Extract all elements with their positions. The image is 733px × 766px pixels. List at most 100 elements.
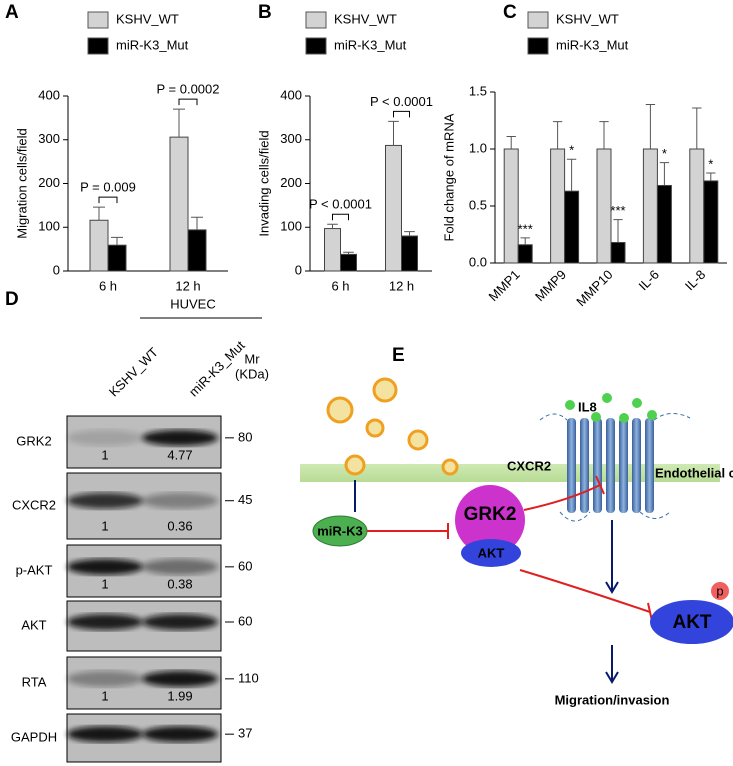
error-bar — [93, 206, 105, 221]
bar — [517, 244, 533, 264]
significance-label: * — [569, 143, 574, 158]
phospho-node — [711, 582, 729, 600]
bar — [324, 228, 341, 272]
inhibit-arrow — [519, 569, 653, 622]
y-tick-label: 400 — [280, 87, 302, 102]
band — [142, 726, 218, 743]
error-bar — [645, 104, 656, 149]
bar — [689, 148, 705, 264]
bar — [550, 148, 566, 264]
phospho-label: p — [716, 583, 723, 598]
significance-label: *** — [610, 203, 625, 218]
significance-label: *** — [518, 221, 533, 236]
outcome-label: Migration/invasion — [555, 692, 670, 707]
x-tick-label: MMP9 — [532, 267, 569, 304]
mr-header: (KDa) — [235, 366, 269, 381]
legend-label: miR-K3_Mut — [556, 37, 629, 52]
y-axis-label: Invading cells/field — [256, 130, 271, 236]
error-bar — [566, 158, 577, 192]
quantification: 4.77 — [167, 447, 192, 462]
arrow — [605, 520, 619, 594]
bar — [596, 148, 612, 264]
legend-label: miR-K3_Mut — [334, 37, 407, 52]
ligand-label: IL8 — [578, 399, 597, 414]
bar — [503, 148, 519, 264]
y-tick-label: 0 — [53, 262, 60, 277]
y-axis-label: Migration cells/field — [14, 128, 29, 239]
bar — [187, 229, 207, 272]
error-bar — [552, 121, 563, 149]
ligands — [565, 393, 657, 423]
y-tick-label: 100 — [38, 219, 60, 234]
bracket — [393, 110, 410, 118]
y-tick-label: 300 — [280, 131, 302, 146]
band — [67, 429, 143, 446]
bar — [107, 244, 127, 272]
virions — [326, 377, 459, 476]
bar — [610, 241, 626, 264]
y-tick-label: 100 — [280, 219, 302, 234]
x-tick-label: 6 h — [331, 278, 349, 293]
bar — [401, 235, 418, 272]
akt-label: AKT — [672, 612, 711, 633]
group-label: HUVEC — [170, 296, 216, 311]
y-tick-label: 1.0 — [469, 140, 487, 155]
band — [67, 614, 143, 630]
panel-label: D — [5, 289, 19, 310]
legend-swatch — [87, 37, 109, 55]
legend-swatch — [527, 37, 549, 55]
y-tick-label: 300 — [38, 131, 60, 146]
bracket — [332, 213, 349, 221]
error-bar — [343, 251, 354, 255]
akt-complex — [461, 539, 521, 567]
x-tick-label: MMP10 — [573, 267, 615, 309]
y-tick-label: 0.0 — [469, 254, 487, 269]
legend-label: KSHV_WT — [116, 11, 179, 26]
panel-label: A — [5, 2, 19, 23]
quantification: 1 — [101, 447, 108, 462]
protein-label: p-AKT — [16, 562, 53, 577]
legend-label: KSHV_WT — [334, 11, 397, 26]
mr-label: 45 — [238, 492, 252, 507]
p-value: P = 0.0002 — [156, 82, 219, 97]
error-bar — [706, 172, 716, 181]
p-value: P < 0.0001 — [309, 197, 372, 212]
protein-label: AKT — [21, 617, 46, 632]
error-bar — [173, 108, 185, 138]
inhibit-arrow — [523, 475, 605, 511]
p-value: P < 0.0001 — [370, 94, 433, 109]
legend-swatch — [527, 11, 549, 29]
mr-label: 110 — [238, 670, 259, 685]
x-tick-label: 12 h — [175, 278, 200, 293]
panel-label: C — [503, 2, 517, 23]
bracket — [98, 196, 118, 204]
x-tick-label: 12 h — [389, 278, 414, 293]
blot-row: RTA 110 1 1.99 — [22, 656, 259, 710]
protein-label: CXCR2 — [12, 497, 56, 512]
legend-label: KSHV_WT — [556, 11, 619, 26]
akt-complex-label: AKT — [478, 545, 505, 560]
blot-row: GAPDH 37 — [11, 713, 252, 763]
band — [142, 614, 218, 630]
blot-row: AKT 60 — [21, 600, 252, 652]
blot-row: p-AKT 60 1 0.38 — [16, 544, 252, 598]
mirna-label: miR-K3 — [317, 523, 363, 538]
legend-swatch — [305, 37, 327, 55]
panel-label: B — [258, 2, 272, 23]
error-bar — [506, 135, 516, 149]
akt-node — [650, 600, 733, 644]
band — [67, 558, 143, 575]
arrow — [605, 645, 619, 684]
diagram: E IL8 CXCR2 Endothelial cell miR-K3 GRK2… — [300, 345, 733, 707]
error-bar — [111, 236, 123, 246]
band — [142, 558, 218, 575]
blot-row: CXCR2 45 1 0.36 — [12, 472, 252, 540]
y-tick-label: 1.5 — [469, 83, 487, 98]
quantification: 1 — [101, 518, 108, 533]
panel-label: E — [392, 345, 405, 366]
lane-label: KSHV_WT — [106, 344, 161, 399]
x-tick-label: 6 h — [99, 278, 117, 293]
quantification: 1.99 — [167, 688, 192, 703]
